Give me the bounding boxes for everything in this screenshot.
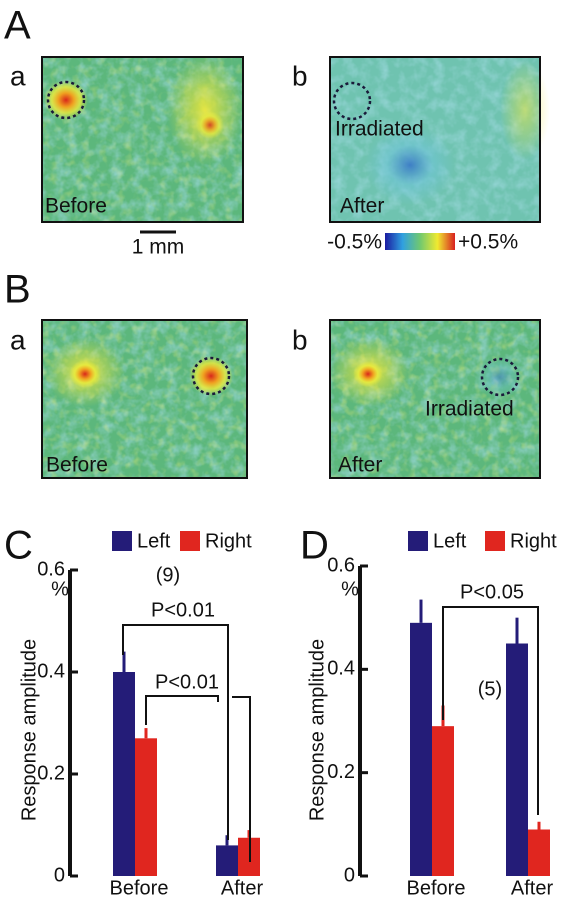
significance-bracket	[145, 695, 219, 725]
y-tick-label: 0.6	[37, 558, 65, 580]
legend-swatch	[408, 531, 428, 551]
image-note: Irradiated	[425, 398, 514, 421]
legend-label: Right	[510, 530, 557, 552]
legend-swatch	[485, 531, 505, 551]
panel-letter: A	[4, 4, 31, 48]
heatmap	[329, 319, 541, 479]
annotation: P<0.05	[460, 581, 524, 603]
sub-letter: a	[10, 324, 26, 355]
x-tick-label: After	[221, 877, 264, 899]
bar	[135, 738, 157, 876]
y-axis-unit: %	[51, 578, 69, 600]
bar	[410, 622, 432, 876]
image-note: Irradiated	[335, 118, 424, 141]
y-tick-label: 0.2	[327, 761, 355, 783]
x-tick-label: After	[511, 877, 554, 899]
bar	[432, 726, 454, 876]
scale-label: 1 mm	[132, 236, 185, 259]
annotation: (5)	[478, 678, 502, 700]
annotation: (9)	[156, 564, 180, 586]
y-tick-label: 0.4	[327, 658, 355, 680]
y-axis-label: Response amplitude	[18, 639, 40, 821]
y-axis-label: Response amplitude	[306, 639, 328, 821]
roi-circles	[46, 80, 520, 397]
annotation: P<0.01	[151, 599, 215, 621]
sub-letter: a	[10, 60, 26, 91]
image-label: After	[340, 195, 384, 218]
y-tick-label: 0.6	[327, 554, 355, 576]
bar	[216, 845, 238, 876]
y-tick-label: 0	[54, 864, 65, 886]
heatmap	[41, 55, 244, 223]
y-tick-label: 0.2	[37, 762, 65, 784]
legend-swatch	[180, 531, 200, 551]
y-tick-label: 0	[344, 864, 355, 886]
bar	[528, 829, 550, 876]
y-tick-label: 0.4	[37, 660, 65, 682]
colorbar-min: -0.5%	[327, 231, 382, 254]
panel-letter: C	[4, 524, 33, 568]
legend-swatch	[112, 531, 132, 551]
bar	[113, 672, 135, 876]
significance-bracket	[232, 696, 251, 862]
sub-letter: b	[292, 60, 308, 91]
legend-label: Left	[137, 530, 171, 552]
annotation: P<0.01	[155, 671, 219, 693]
x-tick-label: Before	[407, 877, 466, 899]
significance-bracket	[122, 624, 229, 840]
x-tick-label: Before	[110, 877, 169, 899]
colorbar-max: +0.5%	[458, 231, 518, 254]
heatmap	[41, 319, 248, 479]
significance-bracket	[442, 606, 539, 815]
heatmaps	[41, 55, 550, 479]
panel-letter: D	[300, 524, 329, 568]
image-label: Before	[45, 195, 107, 218]
legend-label: Left	[433, 530, 467, 552]
panel-letter: B	[4, 268, 31, 312]
image-label: Before	[46, 454, 108, 477]
y-axis-unit: %	[341, 578, 359, 600]
legend-label: Right	[205, 530, 252, 552]
sub-letter: b	[292, 324, 308, 355]
bar	[506, 643, 528, 876]
heatmap	[329, 56, 550, 223]
image-label: After	[338, 454, 382, 477]
colorbar	[385, 233, 455, 250]
